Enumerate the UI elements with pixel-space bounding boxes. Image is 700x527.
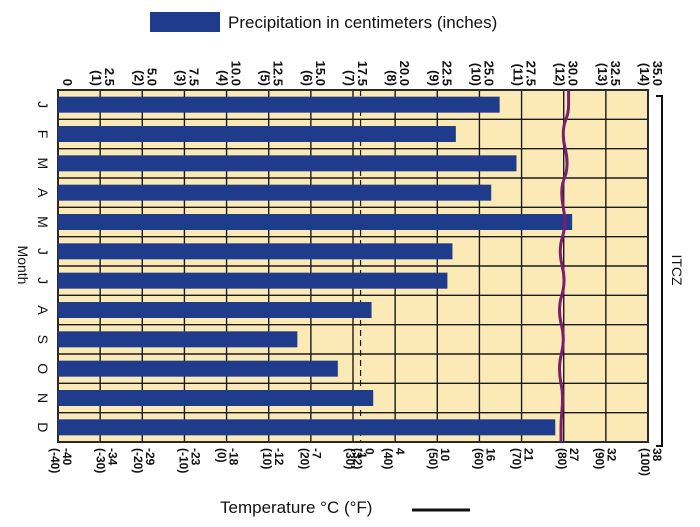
temp-tick-fahrenheit: (20): [298, 448, 312, 469]
temp-tick-fahrenheit: (40): [381, 448, 395, 469]
precip-tick-label: 2.5: [102, 68, 117, 86]
temp-tick-fahrenheit: (80): [555, 448, 569, 469]
precip-tick-inches: (13): [595, 63, 610, 86]
x-axis-label: Month: [15, 246, 31, 285]
precip-bar: [58, 390, 374, 406]
precip-bar: [58, 302, 372, 318]
temp-tick-label: -23: [189, 448, 203, 466]
precip-tick-inches: (5): [258, 70, 273, 86]
precip-tick-inches: (12): [553, 63, 568, 86]
temp-tick-label: 4: [393, 448, 407, 455]
grid-lines: [57, 89, 649, 443]
temp-tick-fahrenheit: (60): [472, 448, 486, 469]
precip-tick-label: 32.5: [608, 61, 623, 86]
precip-tick-label: 7.5: [186, 68, 201, 86]
temp-tick-label: 16: [484, 448, 498, 462]
precip-bar: [58, 96, 500, 113]
temp-tick-fahrenheit: (70): [509, 448, 523, 469]
temp-tick-label: -18: [226, 448, 240, 466]
precip-tick-label: 10.0: [229, 61, 244, 86]
precip-tick-label: 15.0: [313, 61, 328, 86]
temp-tick-label: 32: [605, 448, 619, 462]
precip-tick-inches: (1): [89, 70, 104, 86]
month-tick-label: M: [35, 157, 51, 169]
month-tick-label: M: [35, 216, 51, 228]
precip-tick-inches: (8): [384, 70, 399, 86]
month-tick-label: N: [35, 393, 51, 403]
temp-tick-fahrenheit: (10): [260, 448, 274, 469]
temp-tick-fahrenheit: (0): [214, 448, 228, 463]
temp-tick-label: -40: [60, 448, 74, 466]
month-tick-label: A: [35, 305, 51, 315]
month-tick-label: S: [35, 335, 51, 344]
precip-tick-label: 12.5: [271, 61, 286, 86]
precip-tick-inches: (10): [468, 63, 483, 86]
temp-tick-fahrenheit: (-40): [48, 448, 62, 473]
temp-tick-fahrenheit: (-30): [93, 448, 107, 473]
itcz-label: ITCZ: [669, 254, 685, 286]
temp-tick-label: -12: [272, 448, 286, 466]
temperature-line: [557, 90, 571, 442]
month-tick-label: O: [35, 363, 51, 374]
precip-bar: [58, 184, 492, 201]
precip-bar: [58, 243, 453, 260]
temp-tick-fahrenheit: (100): [638, 448, 652, 476]
month-tick-label: J: [35, 277, 51, 284]
precip-tick-label: 30.0: [566, 61, 581, 86]
temp-tick-label: -29: [143, 448, 157, 466]
precip-tick-inches: (6): [300, 70, 315, 86]
precip-bar: [58, 419, 556, 436]
precip-bar: [58, 331, 298, 348]
temp-tick-fahrenheit: (-20): [131, 448, 145, 473]
temp-tick-label: -1: [355, 448, 369, 459]
precip-bars: [58, 96, 573, 436]
axes: 0 2.5(1) 5.0(2) 7.5(3) 10.0(4) 12.5(5) 15.0(6)…: [35, 61, 665, 476]
precip-bar: [58, 155, 517, 172]
temperature-series: [557, 90, 571, 442]
precip-tick-inches: (3): [173, 70, 188, 86]
temp-tick-fahrenheit: (32): [351, 448, 365, 469]
precip-bar: [58, 214, 573, 230]
month-tick-label: A: [35, 188, 51, 198]
temp-tick-label: 10: [438, 448, 452, 462]
precip-tick-label: 0: [60, 79, 75, 86]
temp-tick-fahrenheit: (-10): [177, 448, 191, 473]
temp-tick-label: 0: [363, 448, 377, 455]
month-tick-label: J: [35, 248, 51, 255]
precip-tick-inches: (7): [342, 70, 357, 86]
precip-tick-label: 27.5: [524, 61, 539, 86]
month-tick-label: J: [35, 101, 51, 108]
itcz-bracket: ITCZ: [656, 95, 685, 447]
temp-tick-label: 27: [567, 448, 581, 462]
temp-legend-label: Temperature °C (°F): [220, 498, 372, 517]
temp-tick-fahrenheit: (90): [593, 448, 607, 469]
precip-tick-label: 35.0: [650, 61, 665, 86]
precip-tick-inches: (4): [216, 70, 231, 86]
precip-tick-label: 20.0: [397, 61, 412, 86]
precip-bar: [58, 272, 448, 289]
temp-tick-label: -7: [310, 448, 324, 459]
precip-tick-inches: (14): [637, 63, 652, 86]
precip-tick-inches: (11): [511, 64, 526, 86]
plot-frame: [57, 89, 649, 443]
precip-legend-label: Precipitation in centimeters (inches): [228, 13, 497, 32]
temp-tick-fahrenheit: (50): [426, 448, 440, 469]
precip-tick-label: 25.0: [481, 61, 496, 86]
temp-tick-label: 38: [650, 448, 664, 462]
temp-tick-label: -34: [105, 448, 119, 466]
month-tick-label: F: [35, 130, 51, 139]
precip-tick-label: 22.5: [439, 61, 454, 86]
precip-legend-swatch: [150, 12, 220, 32]
precip-tick-label: 5.0: [144, 68, 159, 86]
temp-tick-fahrenheit: (30): [343, 448, 357, 469]
temp-tick-label: 21: [521, 448, 535, 462]
precip-tick-inches: (2): [131, 70, 146, 86]
precip-tick-inches: (9): [426, 70, 441, 86]
precip-bar: [58, 126, 456, 142]
month-tick-label: D: [35, 422, 51, 432]
precip-tick-label: 17.5: [355, 61, 370, 86]
precip-bar: [58, 360, 338, 377]
